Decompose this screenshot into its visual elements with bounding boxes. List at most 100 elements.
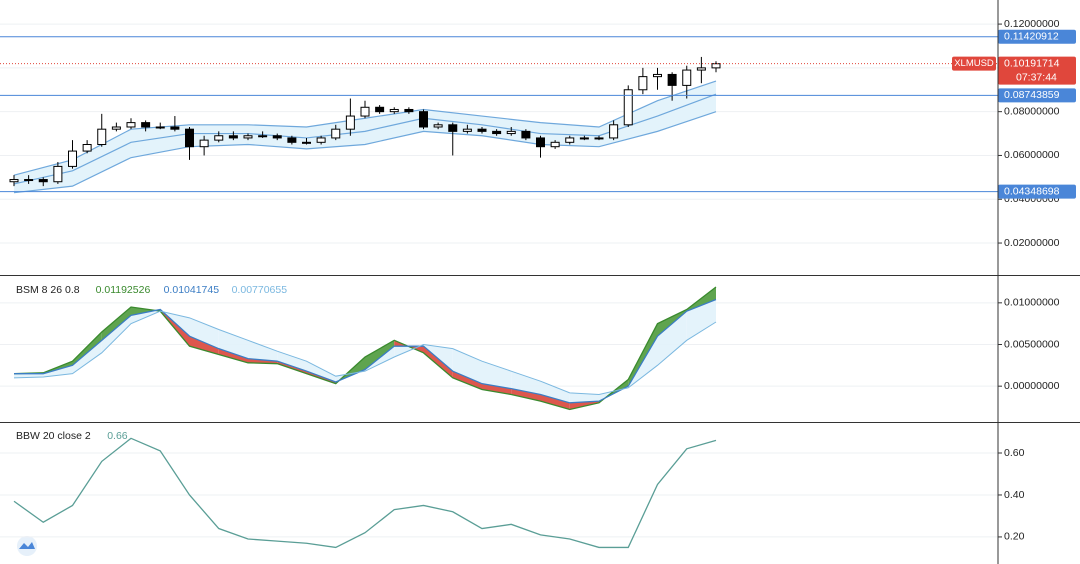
y-tick-label: 0.60 <box>1004 447 1025 459</box>
level-label-box <box>998 88 1076 103</box>
candle-body <box>375 106 385 113</box>
candle-body <box>170 126 180 130</box>
candle-body <box>38 179 48 183</box>
candle-body <box>477 128 487 132</box>
candle-body <box>389 108 399 113</box>
level-label-box <box>998 29 1076 44</box>
candle-body <box>331 128 341 139</box>
candle-body <box>24 179 34 182</box>
y-tick-label: 0.02000000 <box>1004 237 1060 249</box>
candle-body <box>258 135 268 138</box>
y-tick-label: 0.08000000 <box>1004 105 1060 117</box>
candle-body <box>360 106 370 117</box>
legend-title: BSM 8 26 0.8 <box>16 284 80 296</box>
candle-body <box>82 144 92 152</box>
y-tick-label: 0.00500000 <box>1004 338 1060 350</box>
candle-body <box>199 139 209 148</box>
candle-body <box>536 137 545 148</box>
candle-body <box>345 115 355 130</box>
candle-body <box>565 137 575 143</box>
y-tick-label: 0.12000000 <box>1004 18 1060 30</box>
band-area <box>686 299 716 341</box>
band-area <box>277 351 307 372</box>
band-area <box>218 329 248 359</box>
trend-area <box>101 307 131 341</box>
band-area <box>511 371 541 395</box>
candle-body <box>550 141 560 148</box>
candle-body <box>111 126 121 130</box>
band-area <box>452 348 482 384</box>
candle-body <box>141 122 151 128</box>
y-tick-label: 0.06000000 <box>1004 149 1060 161</box>
trend-area <box>72 332 102 366</box>
legend-value: 0.01041745 <box>164 284 220 296</box>
series-line <box>13 286 717 411</box>
candle-body <box>287 137 297 143</box>
candle-body <box>653 73 662 78</box>
level-label: 0.04348698 <box>1004 185 1060 197</box>
band-area <box>189 317 219 349</box>
candle-body <box>506 130 516 135</box>
logo <box>17 536 37 556</box>
trend-area <box>189 336 219 355</box>
candle-body <box>623 89 633 126</box>
band-area <box>482 361 512 389</box>
candle-body <box>316 137 326 143</box>
y-tick-label: 0.40 <box>1004 489 1025 501</box>
candle-body <box>155 126 165 129</box>
level-label-box <box>998 184 1076 199</box>
band-area <box>540 381 570 403</box>
candle-body <box>228 135 238 139</box>
candle-body <box>696 67 706 71</box>
candle-body <box>682 69 692 86</box>
candle-body <box>609 124 619 139</box>
band-area <box>306 361 336 382</box>
band-area <box>101 315 131 353</box>
y-tick-label: 0.00000000 <box>1004 380 1060 392</box>
series-line <box>13 437 717 549</box>
candle-body <box>53 165 63 183</box>
candle-body <box>419 111 428 128</box>
trend-area <box>218 348 248 363</box>
candle-body <box>9 179 19 183</box>
candle-body <box>667 73 677 86</box>
legend-value: 0.01192526 <box>96 284 151 296</box>
trend-area <box>452 371 482 390</box>
candle-body <box>638 76 648 91</box>
series-line <box>13 310 717 396</box>
candle-body <box>462 128 472 132</box>
y-tick-label: 0.01000000 <box>1004 297 1060 309</box>
candle-body <box>243 135 253 139</box>
symbol-box <box>952 56 996 71</box>
band-area <box>72 340 102 374</box>
candle-body <box>68 150 77 167</box>
trend-area <box>540 394 570 410</box>
symbol-label: XLMUSD <box>954 58 994 69</box>
candle-body <box>492 130 502 135</box>
candle-body <box>97 128 107 146</box>
trend-area <box>423 346 453 378</box>
level-label: 0.11420912 <box>1004 31 1059 43</box>
candle-body <box>404 108 414 113</box>
candle-body <box>448 124 458 132</box>
legend-title: BBW 20 close 2 <box>16 430 91 442</box>
price-label: 0.10191714 <box>1004 57 1060 69</box>
trend-area <box>482 383 512 395</box>
trend-area <box>628 323 658 387</box>
band-line <box>13 111 717 194</box>
band-area <box>657 311 687 366</box>
candle-body <box>594 137 604 140</box>
countdown-label: 07:37:44 <box>1016 71 1057 83</box>
band-area <box>248 340 278 362</box>
candle-body <box>579 137 589 140</box>
trend-area <box>365 340 395 370</box>
legend-value: 0.66 <box>107 430 128 442</box>
candle-body <box>433 124 443 128</box>
band-area <box>569 392 599 403</box>
price-box <box>998 56 1076 85</box>
candle-body <box>521 130 531 139</box>
band-area <box>14 81 716 193</box>
candle-body <box>126 122 136 128</box>
